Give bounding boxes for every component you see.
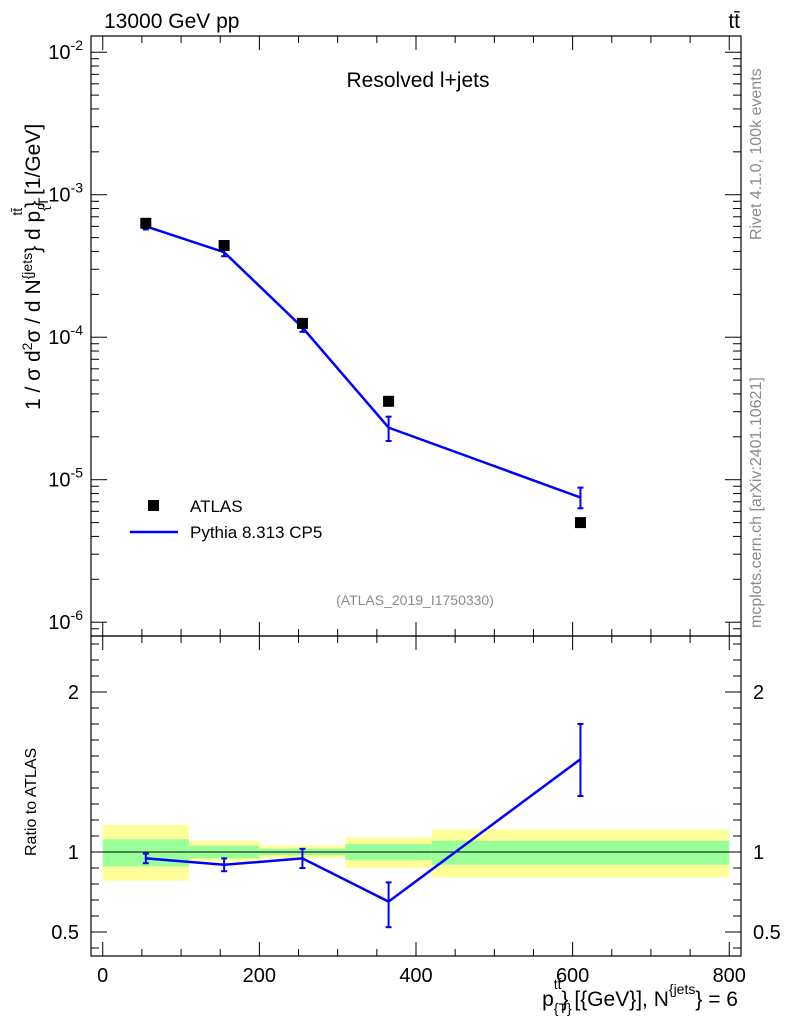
main-y-label: 1 / σ d2σ / d N{jets} d p{T tt̄} [1/GeV] [9,124,51,410]
x-tick-label: 400 [399,965,432,987]
legend-atlas-marker [148,500,159,511]
ratio-marks [91,723,741,929]
y-tick-label: 10-4 [48,322,83,349]
x-label-end: } = 6 [695,988,738,1011]
ratio-tick-label-right: 1 [753,842,764,864]
ratio-panel: 0 200 400 600 800 0.5 0.5 1 1 2 2 [51,635,781,987]
ratio-tick-label-left: 2 [68,682,79,704]
ratio-tick-label-left: 1 [68,842,79,864]
y-label-d: } [1/GeV] [22,124,45,208]
x-label-sup: tt̄ [554,976,562,992]
y-label-a: 1 / σ d [22,350,45,410]
data-point [296,317,308,329]
x-label-p: p [542,988,554,1011]
data-point [574,517,586,529]
y-label-sup2: 2 [19,342,35,350]
mcplots-label: mcplots.cern.ch [arXiv:2401.10621] [748,377,765,628]
y-label-sup: tt̄ [9,208,25,216]
ratio-tick-label-left: 0.5 [51,922,79,944]
x-tick-label: 800 [713,965,746,987]
data-point [140,217,152,229]
x-label-sub: {T} [554,1000,572,1016]
legend-atlas-label: ATLAS [190,497,243,516]
analysis-id: (ATLAS_2019_I1750330) [336,592,494,608]
y-tick-label: 10-2 [48,37,83,64]
header-right: tt̄ [728,10,740,33]
legend: ATLAS Pythia 8.313 CP5 [130,497,322,542]
legend-mc-label: Pythia 8.313 CP5 [190,523,322,542]
ratio-y-label: Ratio to ATLAS [23,748,40,856]
y-label-b: σ / d N [22,279,45,342]
ratio-tick-label-right: 2 [753,682,764,704]
ratio-frame [90,635,742,957]
y-tick-label: 10-5 [48,465,83,492]
main-marks [140,217,586,529]
svg-text:1 / σ d2σ / d N{jets} d p{Ttt: 1 / σ d2σ / d N{jets} d p{T tt̄} [1/GeV] [9,124,51,410]
x-label-sup2: {jets [669,981,695,997]
header-left: 13000 GeV pp [104,10,239,33]
y-tick-label: 10-6 [48,607,83,634]
main-ticks: 10-6 10-5 10-4 10-3 10-2 [48,36,741,637]
data-point [383,395,395,407]
x-axis-label: p{T} tt̄} [{GeV}], N{jets} = 6 [542,976,738,1016]
x-label-mid: } [{GeV}], N [561,988,668,1011]
y-label-sub: {T [35,197,51,211]
y-tick-label: 10-3 [48,180,83,207]
x-tick-label: 200 [243,965,276,987]
uncertainty-band-green [431,840,730,865]
data-point [218,240,230,252]
rivet-label: Rivet 4.1.0, 100k events [748,68,765,240]
x-tick-label: 0 [97,965,108,987]
y-label-c: } d p [22,211,45,253]
y-label-jets: {jets [19,253,35,279]
chart-title: Resolved l+jets [347,69,490,92]
x-tick-label: 600 [556,965,589,987]
ratio-tick-label-right: 0.5 [753,922,781,944]
